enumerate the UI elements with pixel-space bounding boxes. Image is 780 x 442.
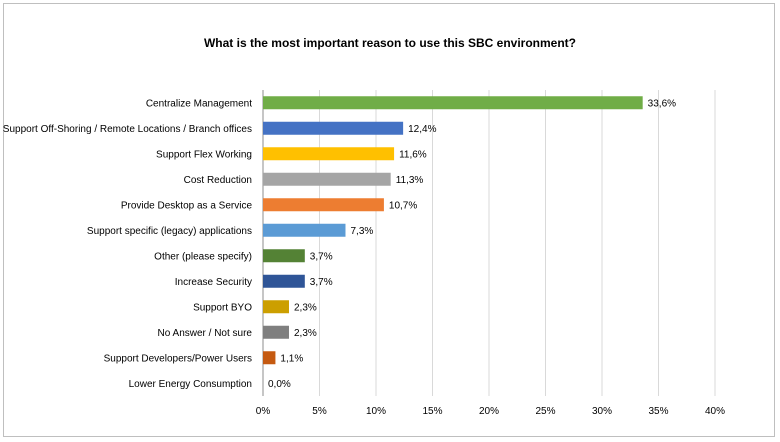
data-label: 0,0% bbox=[268, 379, 291, 390]
category-label: Support Off-Shoring / Remote Locations /… bbox=[3, 124, 252, 135]
data-label: 3,7% bbox=[310, 251, 333, 262]
x-tick-label: 40% bbox=[705, 406, 725, 417]
category-label: Cost Reduction bbox=[184, 175, 252, 186]
bar bbox=[263, 249, 305, 263]
bar bbox=[263, 325, 289, 339]
bar bbox=[263, 172, 391, 186]
bar bbox=[263, 96, 643, 110]
category-label: Centralize Management bbox=[146, 98, 252, 109]
x-tick-label: 5% bbox=[312, 406, 327, 417]
x-tick-label: 25% bbox=[535, 406, 555, 417]
data-label: 1,1% bbox=[280, 353, 303, 364]
chart-frame bbox=[3, 3, 775, 437]
category-label: Support Flex Working bbox=[156, 149, 252, 160]
bar bbox=[263, 223, 346, 237]
category-label: Lower Energy Consumption bbox=[129, 379, 252, 390]
category-label: No Answer / Not sure bbox=[158, 328, 253, 339]
category-label: Support Developers/Power Users bbox=[104, 353, 252, 364]
data-label: 11,6% bbox=[399, 149, 427, 160]
data-label: 12,4% bbox=[408, 124, 436, 135]
x-tick-label: 10% bbox=[366, 406, 386, 417]
category-label: Provide Desktop as a Service bbox=[121, 200, 253, 211]
data-label: 3,7% bbox=[310, 277, 333, 288]
x-tick-label: 15% bbox=[422, 406, 442, 417]
data-label: 2,3% bbox=[294, 302, 317, 313]
data-label: 33,6% bbox=[648, 98, 676, 109]
bar bbox=[263, 198, 384, 212]
data-label: 11,3% bbox=[396, 175, 424, 186]
x-tick-label: 35% bbox=[648, 406, 668, 417]
x-tick-label: 0% bbox=[256, 406, 271, 417]
bar bbox=[263, 121, 404, 135]
data-label: 7,3% bbox=[350, 226, 373, 237]
category-label: Other (please specify) bbox=[154, 251, 252, 262]
category-label: Support specific (legacy) applications bbox=[87, 226, 252, 237]
bar bbox=[263, 351, 276, 365]
category-label: Increase Security bbox=[175, 277, 252, 288]
x-tick-label: 20% bbox=[479, 406, 499, 417]
bar bbox=[263, 147, 395, 161]
x-tick-label: 30% bbox=[592, 406, 612, 417]
category-label: Support BYO bbox=[193, 302, 252, 313]
data-label: 10,7% bbox=[389, 200, 417, 211]
data-label: 2,3% bbox=[294, 328, 317, 339]
chart-title: What is the most important reason to use… bbox=[203, 36, 577, 50]
bar bbox=[263, 300, 289, 314]
bar bbox=[263, 274, 305, 288]
